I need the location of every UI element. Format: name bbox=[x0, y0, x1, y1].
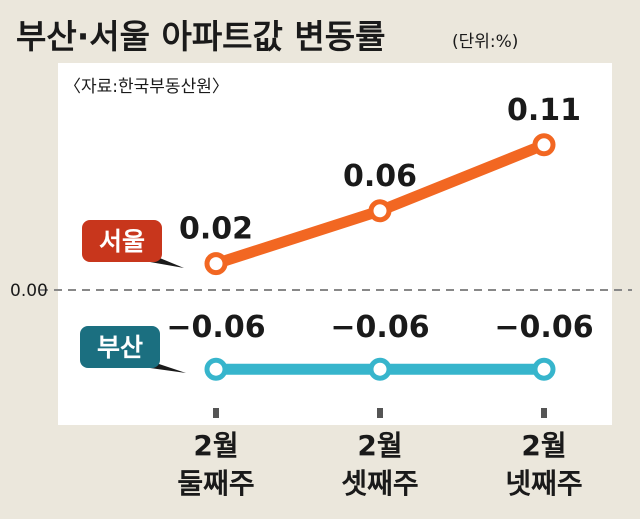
x-tick-label: 셋째주 bbox=[341, 467, 418, 500]
data-point-busan bbox=[204, 357, 228, 381]
data-label-seoul: 0.06 bbox=[343, 159, 417, 194]
data-label-seoul: 0.02 bbox=[179, 212, 253, 247]
data-label-busan: −0.06 bbox=[494, 310, 593, 345]
data-label-busan: −0.06 bbox=[330, 310, 429, 345]
chart-title: 부산·서울 아파트값 변동률 bbox=[16, 17, 385, 56]
legend-seoul-label: 서울 bbox=[99, 227, 145, 256]
data-point-busan bbox=[368, 357, 392, 381]
x-tick-label: 2월 bbox=[521, 429, 566, 462]
legend-busan-badge bbox=[80, 326, 160, 368]
legend-seoul-badge bbox=[82, 220, 162, 262]
x-tick-mark bbox=[541, 408, 547, 418]
legend-busan-label: 부산 bbox=[97, 333, 143, 362]
x-tick-label: 넷째주 bbox=[505, 467, 582, 500]
x-tick-mark bbox=[377, 408, 383, 418]
legend-busan-pointer bbox=[150, 361, 186, 373]
legend-busan: 부산 bbox=[80, 326, 186, 373]
data-point-seoul bbox=[204, 252, 228, 276]
chart-unit: (단위:%) bbox=[452, 32, 518, 52]
chart-source: 〈자료:한국부동산원〉 bbox=[64, 77, 229, 97]
legend-seoul: 서울 bbox=[82, 220, 184, 268]
data-point-busan bbox=[532, 357, 556, 381]
x-tick-label: 2월 bbox=[357, 429, 402, 462]
data-label-seoul: 0.11 bbox=[507, 93, 581, 128]
x-tick-mark bbox=[213, 408, 219, 418]
series-layer: 0.02 0.06 0.11 −0.06 −0.06 −0.06 bbox=[166, 93, 594, 381]
data-label-busan: −0.06 bbox=[166, 310, 265, 345]
data-point-seoul bbox=[368, 199, 392, 223]
x-tick-label: 둘째주 bbox=[177, 467, 254, 500]
data-point-seoul bbox=[532, 133, 556, 157]
zero-label: 0.00 bbox=[10, 281, 48, 301]
x-tick-label: 2월 bbox=[193, 429, 238, 462]
